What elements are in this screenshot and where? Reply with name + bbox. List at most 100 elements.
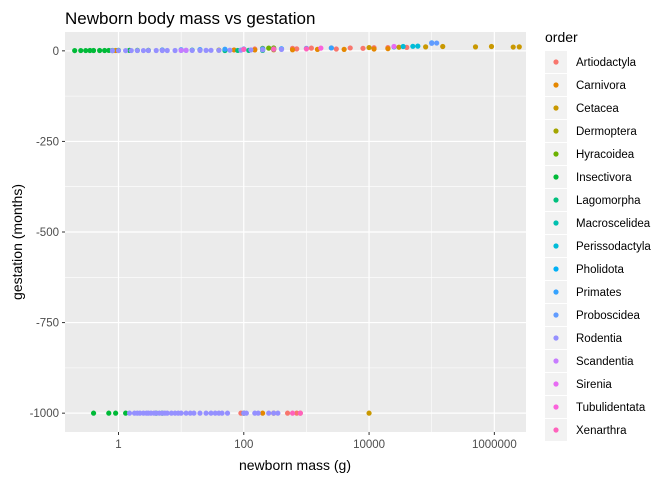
legend-key-point <box>553 197 559 203</box>
y-axis-title: gestation (months) <box>9 184 25 300</box>
data-point <box>208 410 214 416</box>
data-point <box>266 45 272 51</box>
y-tick-label: -1000 <box>30 408 59 420</box>
data-point <box>216 47 222 53</box>
data-point <box>440 43 446 50</box>
data-point <box>90 47 97 54</box>
data-point <box>87 47 93 54</box>
x-tick-label: 100 <box>234 439 253 451</box>
data-point <box>183 47 189 53</box>
data-point <box>271 410 277 416</box>
data-point <box>400 43 406 50</box>
data-point <box>222 46 228 52</box>
legend-label: Macroscelidea <box>576 218 651 230</box>
legend-key-point <box>553 404 559 410</box>
data-point <box>294 410 300 416</box>
data-point <box>243 410 249 416</box>
data-point <box>164 410 170 416</box>
legend-key-point <box>553 266 559 272</box>
data-point <box>266 410 272 416</box>
data-point <box>178 47 184 53</box>
data-point <box>303 46 310 52</box>
data-point <box>415 43 421 49</box>
legend-label: Xenarthra <box>576 425 627 437</box>
data-point <box>109 48 116 54</box>
legend-key-point <box>553 381 559 387</box>
y-axis: 0 -250 -500 -750 -1000 <box>30 46 65 420</box>
data-point <box>183 410 189 416</box>
x-tick-label: 1 <box>115 439 121 451</box>
data-point <box>159 47 165 54</box>
y-tick-label: 0 <box>53 46 59 58</box>
legend-key-point <box>553 151 559 157</box>
data-point <box>164 47 170 54</box>
legend-label: Perissodactyla <box>576 241 651 253</box>
data-point <box>203 410 209 416</box>
data-point <box>72 47 78 54</box>
data-point <box>271 46 277 52</box>
data-point <box>371 46 377 52</box>
data-point <box>385 46 391 52</box>
data-point <box>123 410 129 416</box>
x-axis-title: newborn mass (g) <box>239 457 351 473</box>
data-point <box>172 47 178 54</box>
x-tick-label: 10000 <box>353 439 385 451</box>
data-point <box>294 46 300 52</box>
data-point <box>101 47 108 54</box>
data-point <box>197 410 203 416</box>
data-point <box>140 47 147 54</box>
data-point <box>516 44 522 50</box>
data-point <box>115 47 122 54</box>
data-point <box>488 43 495 50</box>
legend-key-point <box>553 335 559 341</box>
data-point <box>341 46 347 52</box>
legend-label: Sirenia <box>576 379 612 391</box>
data-point <box>434 40 440 46</box>
data-point <box>191 410 197 416</box>
legend-key-point <box>553 427 559 433</box>
chart-title: Newborn body mass vs gestation <box>65 9 315 28</box>
data-point <box>189 47 195 54</box>
data-point <box>328 45 334 51</box>
data-point <box>252 47 258 53</box>
data-point <box>126 410 133 416</box>
legend-key-point <box>553 105 559 111</box>
data-point <box>429 40 435 46</box>
legend-label: Lagomorpha <box>576 195 641 207</box>
legend-label: Pholidota <box>576 264 625 276</box>
data-point <box>423 44 429 50</box>
data-point <box>227 47 233 53</box>
legend-label: Proboscidea <box>576 310 641 322</box>
data-point <box>83 47 89 54</box>
data-point <box>391 43 397 50</box>
legend-label: Primates <box>576 287 622 299</box>
data-point <box>297 410 303 416</box>
data-point <box>134 47 140 54</box>
legend-title: order <box>545 29 578 45</box>
data-point <box>289 410 296 416</box>
legend-key-point <box>553 358 559 364</box>
legend-key-point <box>553 220 559 226</box>
legend-label: Tubulidentata <box>576 402 646 414</box>
legend-label: Rodentia <box>576 333 623 345</box>
legend-key-point <box>553 289 559 295</box>
legend-label: Carnivora <box>576 80 626 92</box>
x-tick-label: 1000000 <box>472 439 517 451</box>
data-point <box>410 43 416 49</box>
data-point <box>366 410 372 416</box>
legend-label: Cetacea <box>576 103 619 115</box>
x-axis: 1 100 10000 1000000 <box>115 432 517 451</box>
legend-label: Artiodactyla <box>576 57 637 69</box>
data-point <box>224 410 231 416</box>
data-point <box>308 45 314 51</box>
data-point <box>333 46 339 52</box>
legend-key-point <box>553 59 559 65</box>
legend-key-point <box>553 128 559 134</box>
data-point <box>197 47 203 54</box>
data-point <box>347 45 353 51</box>
data-point <box>278 46 285 52</box>
data-point <box>212 410 218 416</box>
data-point <box>78 47 84 54</box>
data-point <box>318 45 324 51</box>
